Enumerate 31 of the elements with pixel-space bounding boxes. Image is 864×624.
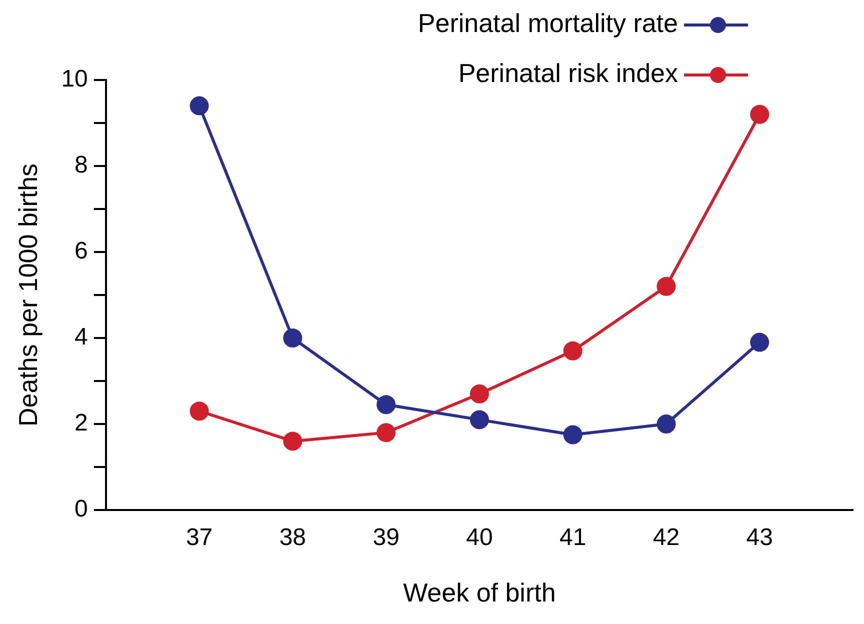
point — [470, 384, 489, 404]
x-axis-title: Week of birth — [403, 578, 556, 608]
y-tick-label: 4 — [74, 324, 88, 351]
point — [283, 328, 302, 348]
x-tick-label: 41 — [559, 524, 586, 552]
point — [190, 96, 209, 116]
y-tick-label: 2 — [74, 410, 88, 437]
point — [656, 276, 676, 296]
point — [376, 423, 396, 442]
point — [376, 395, 396, 414]
point — [750, 332, 770, 352]
point — [750, 104, 770, 124]
point — [470, 410, 489, 430]
x-tick-label: 38 — [279, 524, 306, 552]
y-tick-label: 6 — [74, 238, 88, 265]
y-axis-title: Deaths per 1000 births — [12, 163, 43, 427]
legend-label: Perinatal mortality rate — [418, 8, 678, 38]
point — [563, 425, 582, 444]
point — [656, 414, 676, 434]
y-tick-label: 10 — [61, 66, 88, 93]
point — [563, 341, 582, 360]
x-tick-label: 39 — [372, 524, 400, 552]
y-tick-label: 8 — [74, 152, 88, 179]
y-tick-label: 0 — [74, 496, 88, 523]
point — [190, 402, 209, 421]
legend-label: Perinatal risk index — [458, 58, 678, 88]
x-tick-label: 40 — [466, 524, 493, 552]
x-tick-label: 37 — [186, 524, 213, 552]
x-tick-label: 42 — [652, 524, 680, 552]
point — [283, 432, 302, 451]
x-tick-label: 43 — [746, 524, 773, 552]
